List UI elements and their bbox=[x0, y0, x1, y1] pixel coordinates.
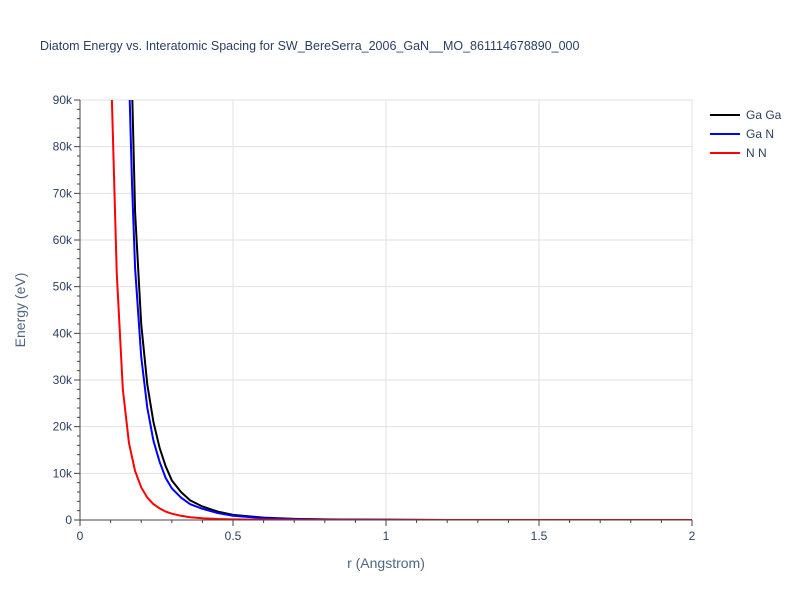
chart-title: Diatom Energy vs. Interatomic Spacing fo… bbox=[40, 39, 579, 53]
legend-item-ga-ga[interactable]: Ga Ga bbox=[710, 108, 782, 122]
legend[interactable]: Ga Ga Ga N N N bbox=[710, 108, 782, 160]
y-tick-label: 20k bbox=[53, 420, 73, 434]
grid-lines bbox=[80, 99, 693, 520]
legend-item-n-n[interactable]: N N bbox=[710, 146, 767, 160]
y-axis-title: Energy (eV) bbox=[12, 273, 28, 348]
legend-label: Ga Ga bbox=[746, 108, 782, 122]
y-tick-label: 80k bbox=[53, 140, 73, 154]
x-tick-label: 2 bbox=[689, 529, 696, 543]
y-tick-label: 40k bbox=[53, 326, 73, 340]
legend-label: Ga N bbox=[746, 127, 774, 141]
x-tick-label: 1 bbox=[383, 529, 390, 543]
legend-item-ga-n[interactable]: Ga N bbox=[710, 127, 774, 141]
y-tick-label: 50k bbox=[53, 280, 73, 294]
y-tick-label: 70k bbox=[53, 186, 73, 200]
tick-labels: 0 0.5 1 1.5 2 0 10k 20k 30k 40k 50k 60k 70k 80k 90k bbox=[53, 93, 696, 543]
y-tick-label: 90k bbox=[53, 93, 73, 107]
x-tick-label: 1.5 bbox=[531, 529, 548, 543]
axes bbox=[74, 99, 693, 526]
y-tick-label: 30k bbox=[53, 373, 73, 387]
y-tick-label: 60k bbox=[53, 233, 73, 247]
x-axis-title: r (Angstrom) bbox=[347, 555, 425, 571]
x-tick-label: 0.5 bbox=[225, 529, 242, 543]
x-tick-label: 0 bbox=[77, 529, 84, 543]
legend-label: N N bbox=[746, 146, 767, 160]
y-tick-label: 10k bbox=[53, 466, 73, 480]
y-tick-label: 0 bbox=[65, 513, 72, 527]
